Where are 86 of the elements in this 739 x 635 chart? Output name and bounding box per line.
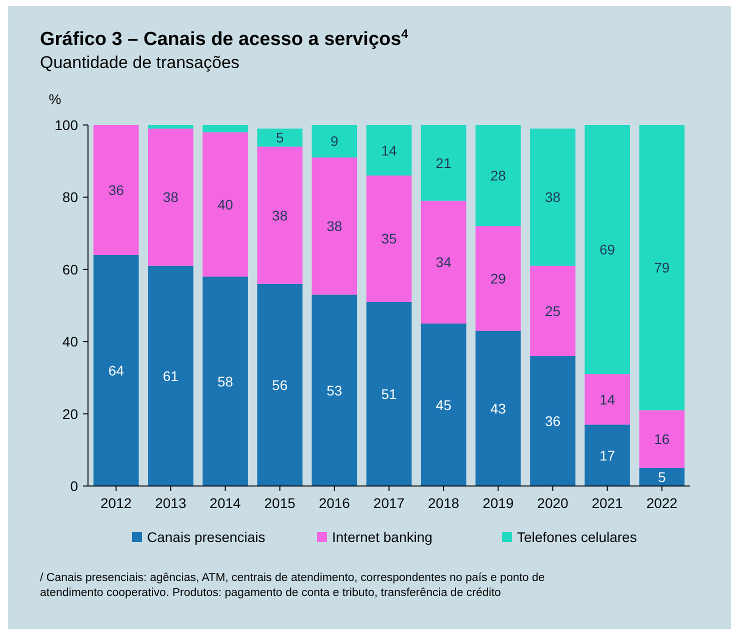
data-label: 53 — [326, 382, 342, 398]
bar — [93, 254, 139, 486]
bar — [366, 125, 412, 176]
legend-label: Internet banking — [332, 529, 432, 545]
bar — [312, 157, 358, 295]
bar — [312, 125, 358, 158]
data-label: 69 — [600, 242, 616, 258]
data-label: 38 — [272, 207, 288, 224]
data-label: 34 — [436, 254, 452, 270]
text: / Canais presenciais: agências, ATM, centrais de atendimento, correspondentes no país e ponto de atendimento cooperativo. Produtos: pagamento de conta e tributo, transferência de crédito — [40, 572, 545, 599]
bar — [202, 132, 248, 277]
bar — [366, 302, 412, 486]
data-label: 45 — [436, 396, 452, 413]
bar — [93, 125, 139, 255]
data-label: 5 — [276, 130, 284, 146]
data-label: 64 — [108, 362, 124, 378]
data-label: 61 — [162, 368, 179, 384]
data-label: 40 — [217, 196, 234, 212]
bar — [257, 284, 302, 486]
bar — [476, 226, 521, 331]
bar — [639, 410, 685, 468]
bar — [148, 266, 194, 486]
x-tick-label: 2013 — [155, 495, 186, 511]
bar — [584, 424, 630, 486]
x-tick-label: 2019 — [482, 495, 514, 511]
x-tick-label: 2018 — [428, 495, 460, 511]
bar — [584, 125, 630, 374]
y-tick-label: 80 — [62, 189, 78, 206]
data-label: 43 — [490, 400, 506, 416]
data-label: 16 — [654, 431, 670, 448]
data-label: 28 — [490, 168, 506, 184]
x-tick-label: 2012 — [100, 495, 132, 511]
x-tick-label: 2020 — [537, 495, 569, 511]
data-label: 14 — [600, 391, 616, 408]
data-label: 9 — [330, 133, 339, 150]
bar — [639, 125, 685, 410]
x-tick-label: 2022 — [646, 495, 678, 511]
chart-title: Gráfico 3 – Canais de acesso a serviços$^{4}$ — [40, 27, 408, 50]
bar — [202, 276, 248, 486]
bar — [476, 330, 521, 486]
y-tick-label: 0 — [70, 478, 78, 494]
data-label: 58 — [217, 373, 234, 390]
data-label: 51 — [381, 386, 397, 402]
y-tick-label: 100 — [54, 117, 78, 133]
data-label: 17 — [600, 447, 616, 464]
data-label: 56 — [272, 376, 288, 393]
y-tick-label: 60 — [62, 261, 78, 278]
x-tick-label: 2015 — [264, 495, 296, 511]
x-tick-label: 2016 — [318, 495, 350, 511]
y-tick-label: 40 — [62, 334, 78, 350]
bar — [366, 176, 412, 302]
bar — [420, 125, 466, 201]
legend-label: Canais presenciais — [147, 529, 266, 545]
data-label: 14 — [381, 142, 397, 158]
bar — [530, 266, 576, 356]
bar — [148, 125, 194, 129]
bar — [202, 125, 248, 132]
bar — [420, 324, 466, 486]
bar — [420, 200, 466, 324]
data-label: 29 — [490, 270, 506, 286]
data-label: 21 — [436, 154, 452, 171]
legend-label: Telefones celulares — [517, 529, 637, 545]
bar — [257, 146, 302, 284]
data-label: 38 — [162, 189, 179, 206]
bar — [530, 356, 576, 486]
data-label: 79 — [654, 260, 670, 276]
data-label: 35 — [381, 230, 397, 247]
data-label: 38 — [544, 189, 561, 206]
data-label: 36 — [108, 182, 124, 198]
bar — [312, 294, 358, 486]
data-label: 5 — [658, 468, 666, 485]
x-tick-label: 2017 — [373, 495, 405, 511]
bar — [584, 374, 630, 425]
chart-subtitle: Quantidade de transações — [40, 53, 240, 72]
x-tick-label: 2021 — [592, 495, 624, 511]
data-label: 36 — [544, 413, 561, 430]
bar — [476, 125, 521, 226]
data-label: 38 — [326, 218, 342, 234]
x-tick-label: 2014 — [210, 495, 242, 511]
bar — [530, 128, 576, 266]
bar — [148, 128, 194, 266]
bar — [639, 468, 685, 486]
data-label: 25 — [544, 302, 561, 319]
bar — [257, 128, 302, 147]
y-tick-label: 20 — [62, 406, 78, 422]
y-axis-title: % — [48, 91, 62, 107]
